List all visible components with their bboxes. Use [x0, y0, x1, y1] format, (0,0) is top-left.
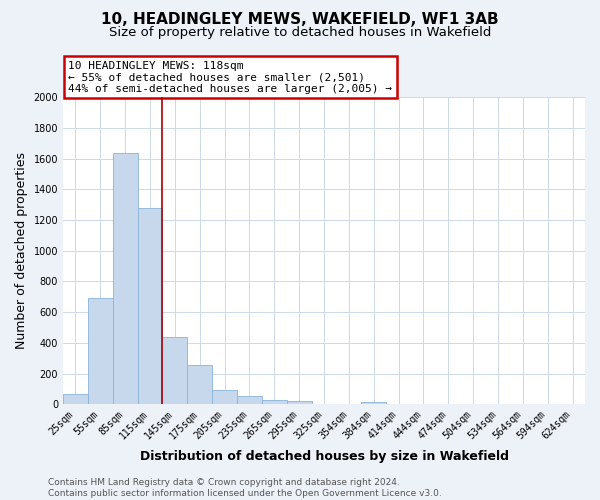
Bar — [187, 365, 212, 405]
Bar — [63, 394, 88, 404]
Text: 10 HEADINGLEY MEWS: 118sqm
← 55% of detached houses are smaller (2,501)
44% of s: 10 HEADINGLEY MEWS: 118sqm ← 55% of deta… — [68, 61, 392, 94]
Bar — [212, 390, 237, 404]
Text: Size of property relative to detached houses in Wakefield: Size of property relative to detached ho… — [109, 26, 491, 39]
Bar — [287, 401, 311, 404]
Bar — [163, 338, 187, 404]
Bar — [361, 402, 386, 404]
Bar — [113, 153, 137, 405]
Y-axis label: Number of detached properties: Number of detached properties — [15, 152, 28, 349]
Bar — [237, 396, 262, 404]
Text: Contains HM Land Registry data © Crown copyright and database right 2024.
Contai: Contains HM Land Registry data © Crown c… — [48, 478, 442, 498]
Text: 10, HEADINGLEY MEWS, WAKEFIELD, WF1 3AB: 10, HEADINGLEY MEWS, WAKEFIELD, WF1 3AB — [101, 12, 499, 28]
Bar — [262, 400, 287, 404]
Bar — [88, 298, 113, 405]
Bar — [137, 208, 163, 404]
X-axis label: Distribution of detached houses by size in Wakefield: Distribution of detached houses by size … — [140, 450, 509, 462]
